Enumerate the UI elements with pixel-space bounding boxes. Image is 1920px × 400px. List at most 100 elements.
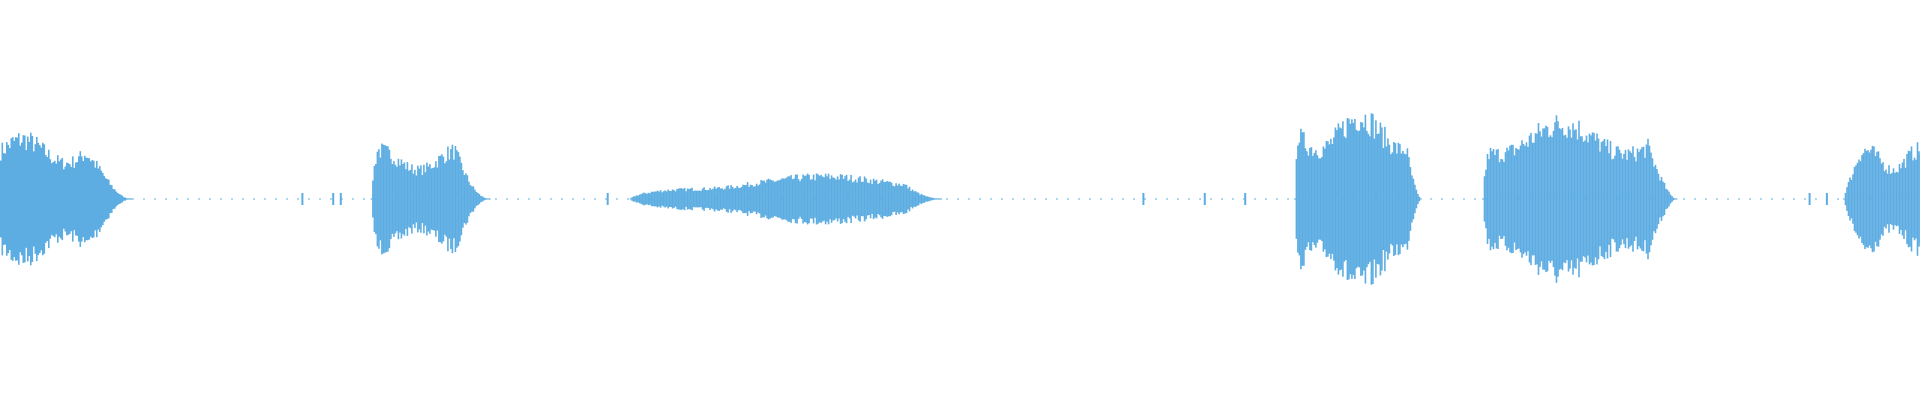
waveform-bar	[781, 178, 783, 220]
waveform-bar	[1343, 136, 1346, 262]
waveform-bar	[478, 194, 481, 204]
waveform-bar	[1340, 128, 1343, 270]
waveform-bar	[1844, 192, 1847, 206]
waveform-bar	[764, 182, 767, 216]
waveform-bar	[685, 191, 687, 207]
waveform-bar	[486, 198, 488, 200]
waveform-bar	[871, 184, 873, 214]
waveform-bar	[31, 136, 34, 262]
waveform-bar	[1868, 152, 1871, 246]
waveform-bar	[854, 179, 857, 219]
waveform-bar	[1394, 143, 1397, 255]
waveform-bar	[1403, 153, 1406, 245]
waveform-bar	[448, 159, 451, 239]
waveform-bar	[1408, 157, 1410, 241]
waveform-bar	[928, 196, 930, 202]
waveform-bar	[662, 191, 665, 207]
waveform-bar	[1491, 151, 1493, 247]
waveform-bar	[1397, 142, 1400, 256]
waveform-bar	[1510, 144, 1513, 254]
waveform-bar	[1895, 171, 1898, 227]
waveform-bar	[13, 140, 16, 258]
waveform-bar	[835, 179, 837, 219]
waveform-bar	[1363, 127, 1365, 271]
waveform-bar	[1373, 138, 1376, 260]
waveform-bar	[1495, 149, 1498, 249]
waveform-click-mark	[1808, 193, 1811, 205]
waveform-bar	[896, 185, 899, 213]
waveform-bar	[889, 181, 891, 217]
waveform-bar	[754, 186, 756, 212]
waveform-bar	[925, 196, 927, 202]
waveform-bar	[22, 135, 25, 263]
waveform-bar	[477, 192, 479, 206]
waveform-bar	[881, 179, 884, 219]
waveform-bar	[728, 188, 731, 210]
waveform-bar	[838, 179, 840, 219]
waveform-bar	[127, 198, 130, 200]
waveform-bar	[640, 194, 642, 204]
waveform-bar	[767, 178, 770, 220]
waveform-bar	[1494, 155, 1496, 243]
waveform-bar	[698, 190, 701, 208]
waveform-bar	[853, 181, 855, 217]
waveform-bar	[914, 191, 917, 207]
waveform-bar	[438, 156, 440, 243]
waveform-bar	[820, 175, 822, 223]
waveform-bar	[87, 157, 89, 241]
waveform-bar	[755, 183, 758, 215]
waveform-bar	[1653, 166, 1655, 232]
waveform-bar	[105, 178, 107, 220]
waveform-bar	[88, 158, 91, 240]
waveform-bar	[1862, 153, 1865, 245]
waveform-bar	[901, 186, 903, 213]
waveform-bar	[1630, 152, 1633, 246]
waveform-bar	[1599, 151, 1601, 247]
waveform-bar	[1540, 136, 1543, 262]
waveform-bar	[439, 155, 442, 243]
waveform-bar	[1324, 148, 1326, 250]
waveform-bar	[1319, 158, 1322, 240]
waveform-bar	[1567, 126, 1570, 272]
waveform-bar	[1337, 123, 1340, 275]
waveform-bar	[126, 198, 128, 200]
waveform-bar	[1855, 165, 1857, 233]
waveform-bar	[1916, 142, 1919, 256]
waveform-bar	[734, 187, 737, 211]
waveform-bar	[66, 162, 68, 236]
waveform-bar	[1876, 151, 1878, 247]
waveform-bar	[415, 175, 418, 223]
waveform-bar	[1409, 167, 1412, 231]
waveform-bar	[91, 160, 94, 238]
waveform-bar	[1843, 198, 1845, 200]
waveform-bar	[1611, 159, 1613, 239]
waveform-bar	[1500, 158, 1502, 239]
waveform-bar	[1627, 149, 1630, 249]
waveform-bar	[1593, 132, 1595, 265]
waveform-bar	[655, 191, 657, 207]
waveform-bar	[652, 191, 654, 207]
waveform-bar	[1357, 131, 1359, 267]
waveform-bar	[746, 182, 749, 216]
waveform-bar	[99, 166, 101, 232]
waveform-bar	[1566, 137, 1568, 261]
waveform-bar	[1847, 182, 1850, 216]
waveform-bar	[1497, 149, 1499, 249]
waveform-bar	[1654, 164, 1657, 234]
waveform-bar	[823, 177, 825, 221]
waveform-bar	[751, 185, 753, 213]
waveform-bar	[1370, 113, 1373, 285]
waveform-bar	[426, 162, 428, 236]
waveform-bar	[90, 161, 92, 237]
waveform-bar	[1542, 128, 1544, 270]
waveform-bar	[1850, 179, 1853, 219]
waveform-bar	[1906, 154, 1908, 244]
waveform-bar	[1877, 151, 1880, 247]
waveform-bar	[72, 156, 74, 242]
waveform-bar	[1659, 180, 1661, 218]
waveform-bar	[932, 198, 935, 200]
waveform-bar	[875, 179, 878, 219]
waveform-bar	[121, 195, 124, 203]
waveform-bar	[670, 191, 672, 207]
